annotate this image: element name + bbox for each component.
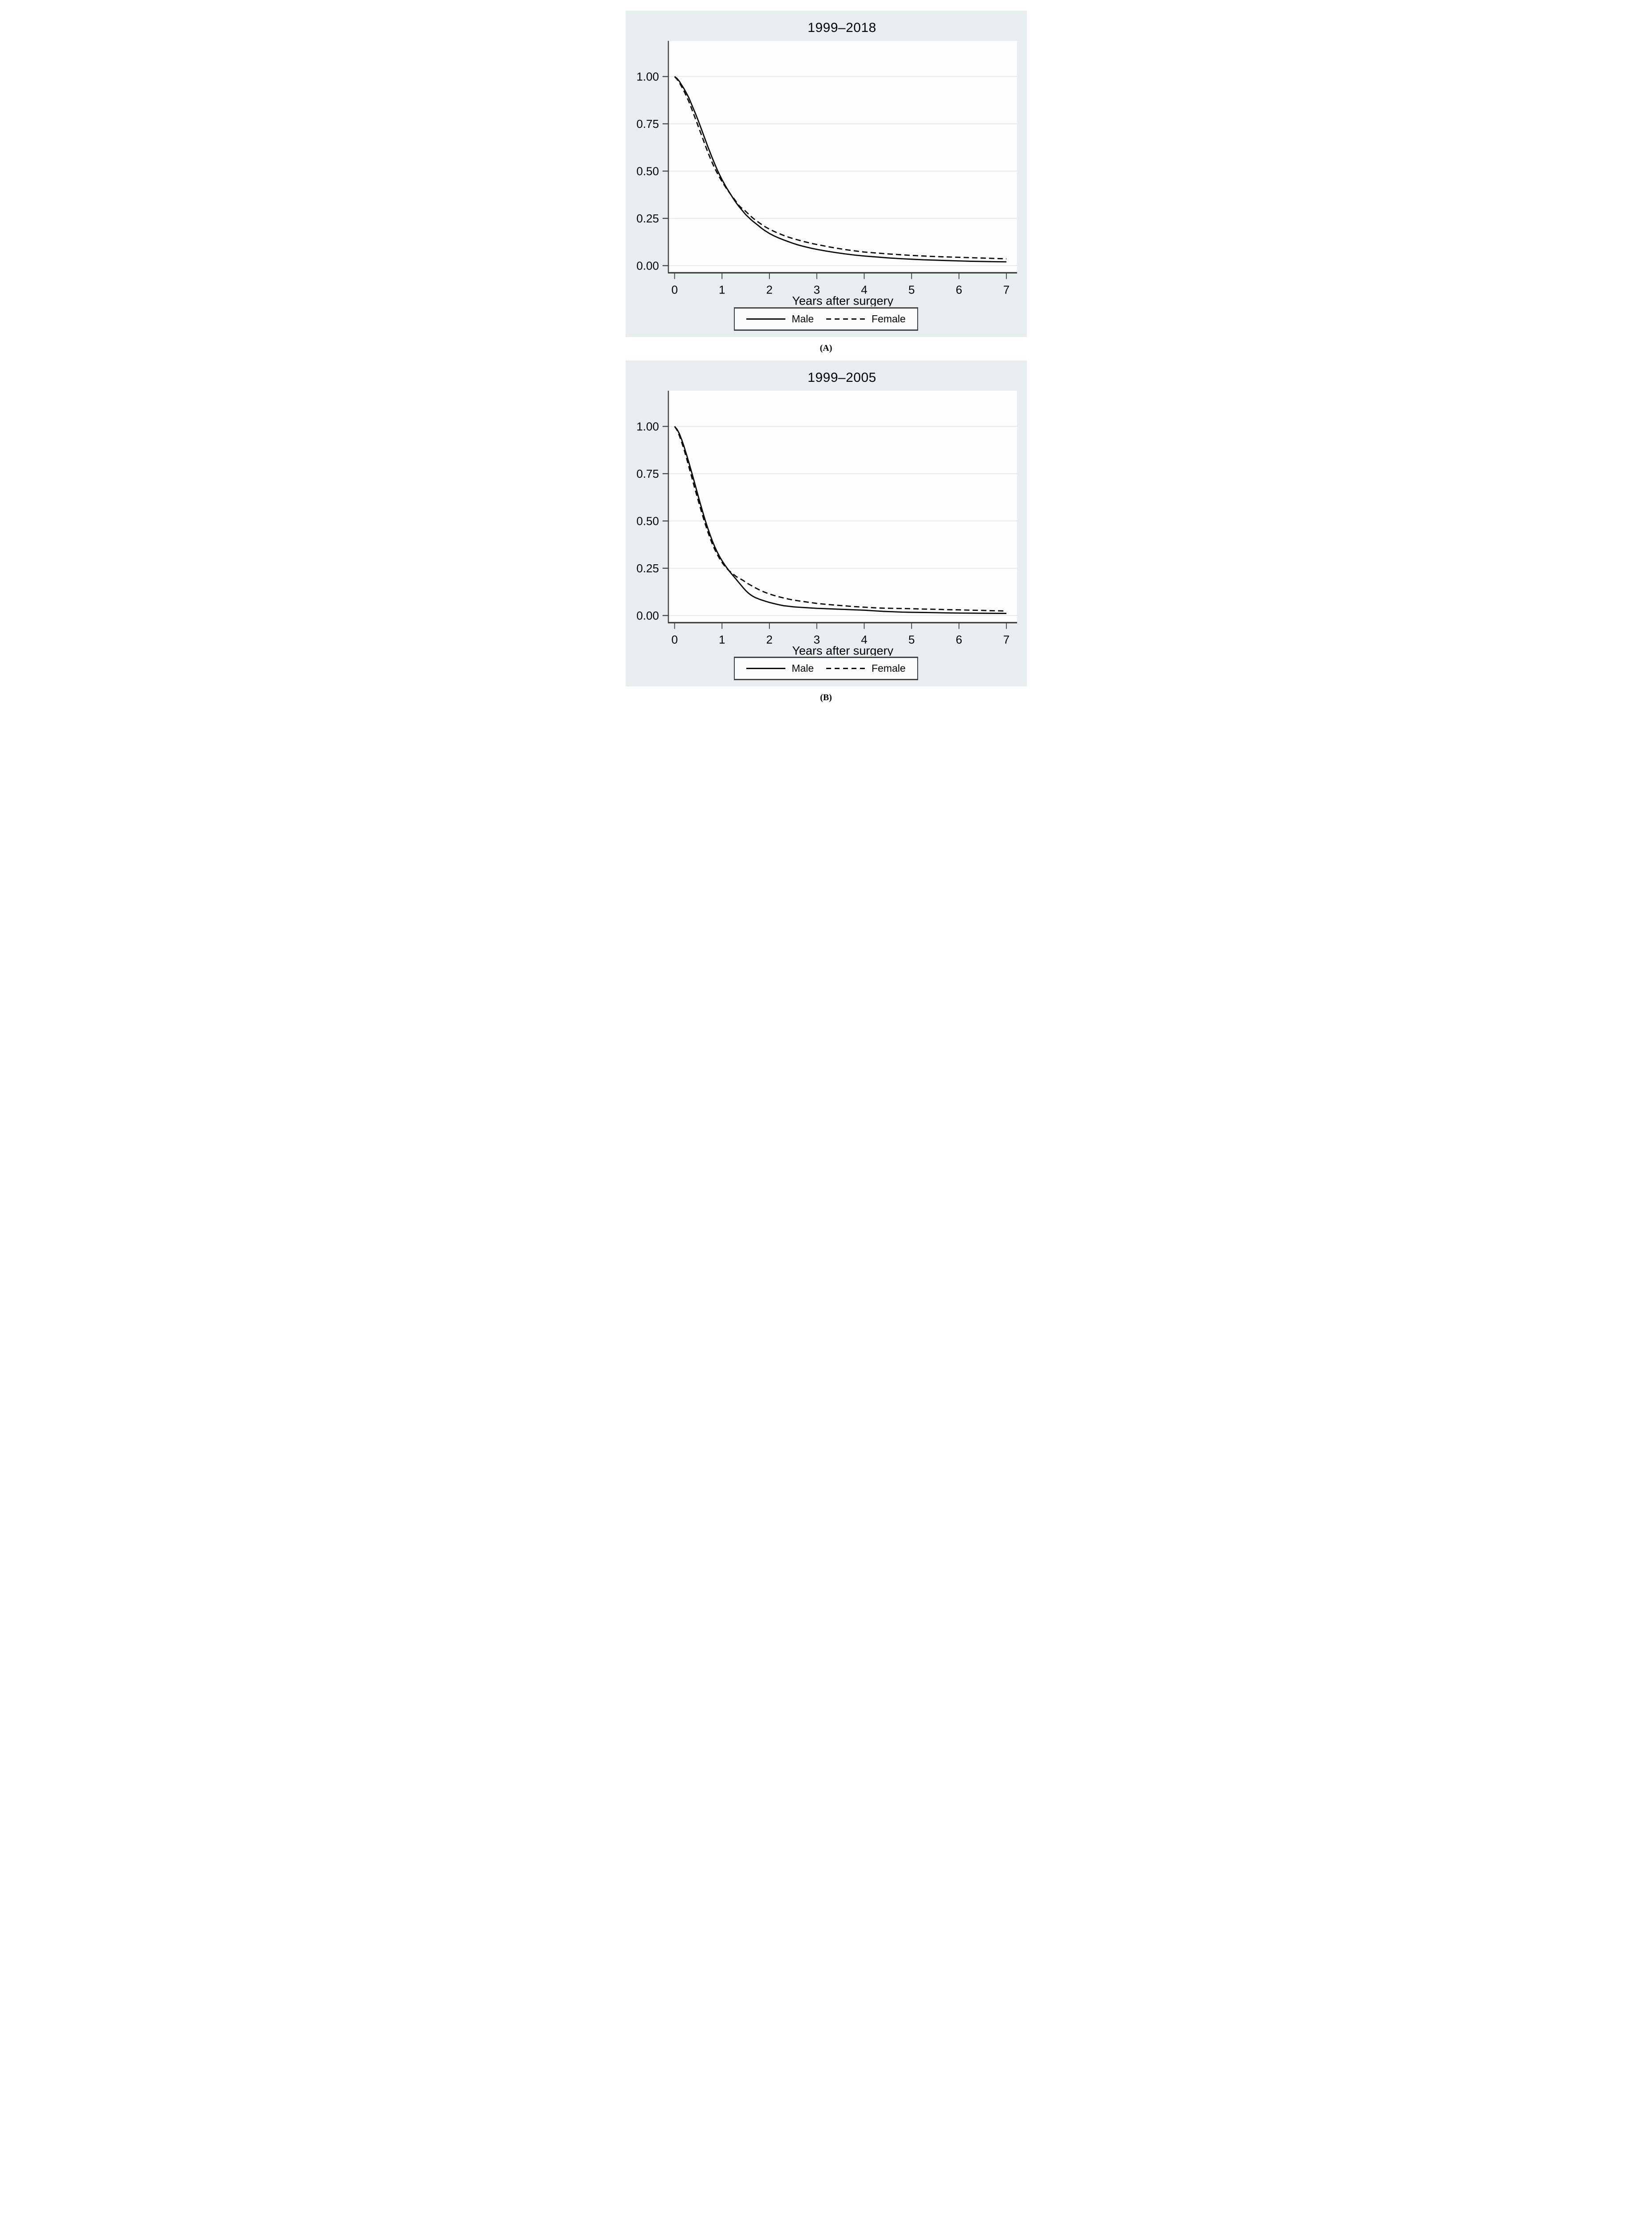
plot-area (668, 41, 1017, 273)
legend-label-male-a: Male (792, 313, 814, 325)
figure-panel-a: 1999–2018 1.00 0.75 0.50 0.25 0.00 0 1 2 3 4 5 6 7 Ye… (625, 11, 1027, 337)
legend-label-male-b: Male (792, 662, 814, 674)
female-survival-curve (673, 76, 1006, 260)
x-tick-label: 1 (718, 283, 725, 297)
x-axis-title: Years after surgery (792, 643, 893, 656)
y-tick-label: 0.50 (636, 514, 659, 527)
legend-box-a: Male Female (734, 307, 918, 331)
x-tick-label: 7 (1003, 283, 1010, 297)
legend-label-female-b: Female (872, 662, 906, 674)
y-tick-label: 0.00 (636, 259, 659, 272)
figure-panel-b: 1999–2005 1.00 0.75 0.50 0.25 0.00 0 1 2 3 4 5 6 7 Ye… (625, 360, 1027, 687)
male-survival-curve (674, 76, 1006, 263)
female-dashed-line-key (826, 668, 866, 670)
km-survival-chart-1999-2018: 1.00 0.75 0.50 0.25 0.00 0 1 2 3 4 5 6 7 Years after … (636, 41, 1017, 306)
x-tick-label: 2 (766, 283, 773, 297)
y-tick-label: 1.00 (636, 420, 659, 433)
x-tick-label: 0 (671, 283, 678, 297)
x-tick-label: 3 (813, 633, 820, 646)
y-tick-label: 0.00 (636, 609, 659, 622)
x-tick-label: 7 (1003, 633, 1010, 646)
y-tick-label: 0.25 (636, 562, 659, 575)
legend-box-b: Male Female (734, 657, 918, 681)
legend-row-a: Male Female (626, 307, 1027, 331)
x-tick-label: 0 (671, 633, 678, 646)
y-tick-label: 0.25 (636, 212, 659, 225)
female-survival-curve (673, 426, 1006, 612)
y-tick-label: 0.75 (636, 117, 659, 131)
panel-caption-a: (A) (625, 343, 1027, 353)
legend-row-b: Male Female (626, 657, 1027, 681)
x-tick-label: 6 (955, 283, 962, 297)
y-tick-label: 1.00 (636, 70, 659, 83)
x-axis-title: Years after surgery (792, 294, 893, 306)
male-solid-line-key (746, 668, 786, 670)
female-dashed-line-key (826, 318, 866, 320)
x-tick-label: 3 (813, 283, 820, 297)
y-tick-label: 0.50 (636, 164, 659, 178)
x-tick-label: 4 (861, 633, 868, 646)
male-solid-line-key (746, 318, 786, 320)
legend-label-female-a: Female (872, 313, 906, 325)
x-tick-label: 2 (766, 633, 773, 646)
chart-title-a: 1999–2018 (808, 20, 876, 35)
y-tick-label: 0.75 (636, 467, 659, 480)
plot-area (668, 390, 1017, 623)
x-tick-label: 1 (718, 633, 725, 646)
chart-title-b: 1999–2005 (808, 370, 876, 385)
panel-caption-b: (B) (625, 693, 1027, 703)
figure-page: 1999–2018 1.00 0.75 0.50 0.25 0.00 0 1 2 3 4 5 6 7 Ye… (620, 0, 1033, 714)
male-survival-curve (673, 426, 1006, 614)
km-survival-chart-1999-2005: 1.00 0.75 0.50 0.25 0.00 0 1 2 3 4 5 6 7 Years after … (636, 390, 1017, 656)
x-tick-label: 6 (955, 633, 962, 646)
x-tick-label: 5 (908, 283, 915, 297)
x-tick-label: 5 (908, 633, 915, 646)
x-tick-label: 4 (861, 283, 868, 297)
